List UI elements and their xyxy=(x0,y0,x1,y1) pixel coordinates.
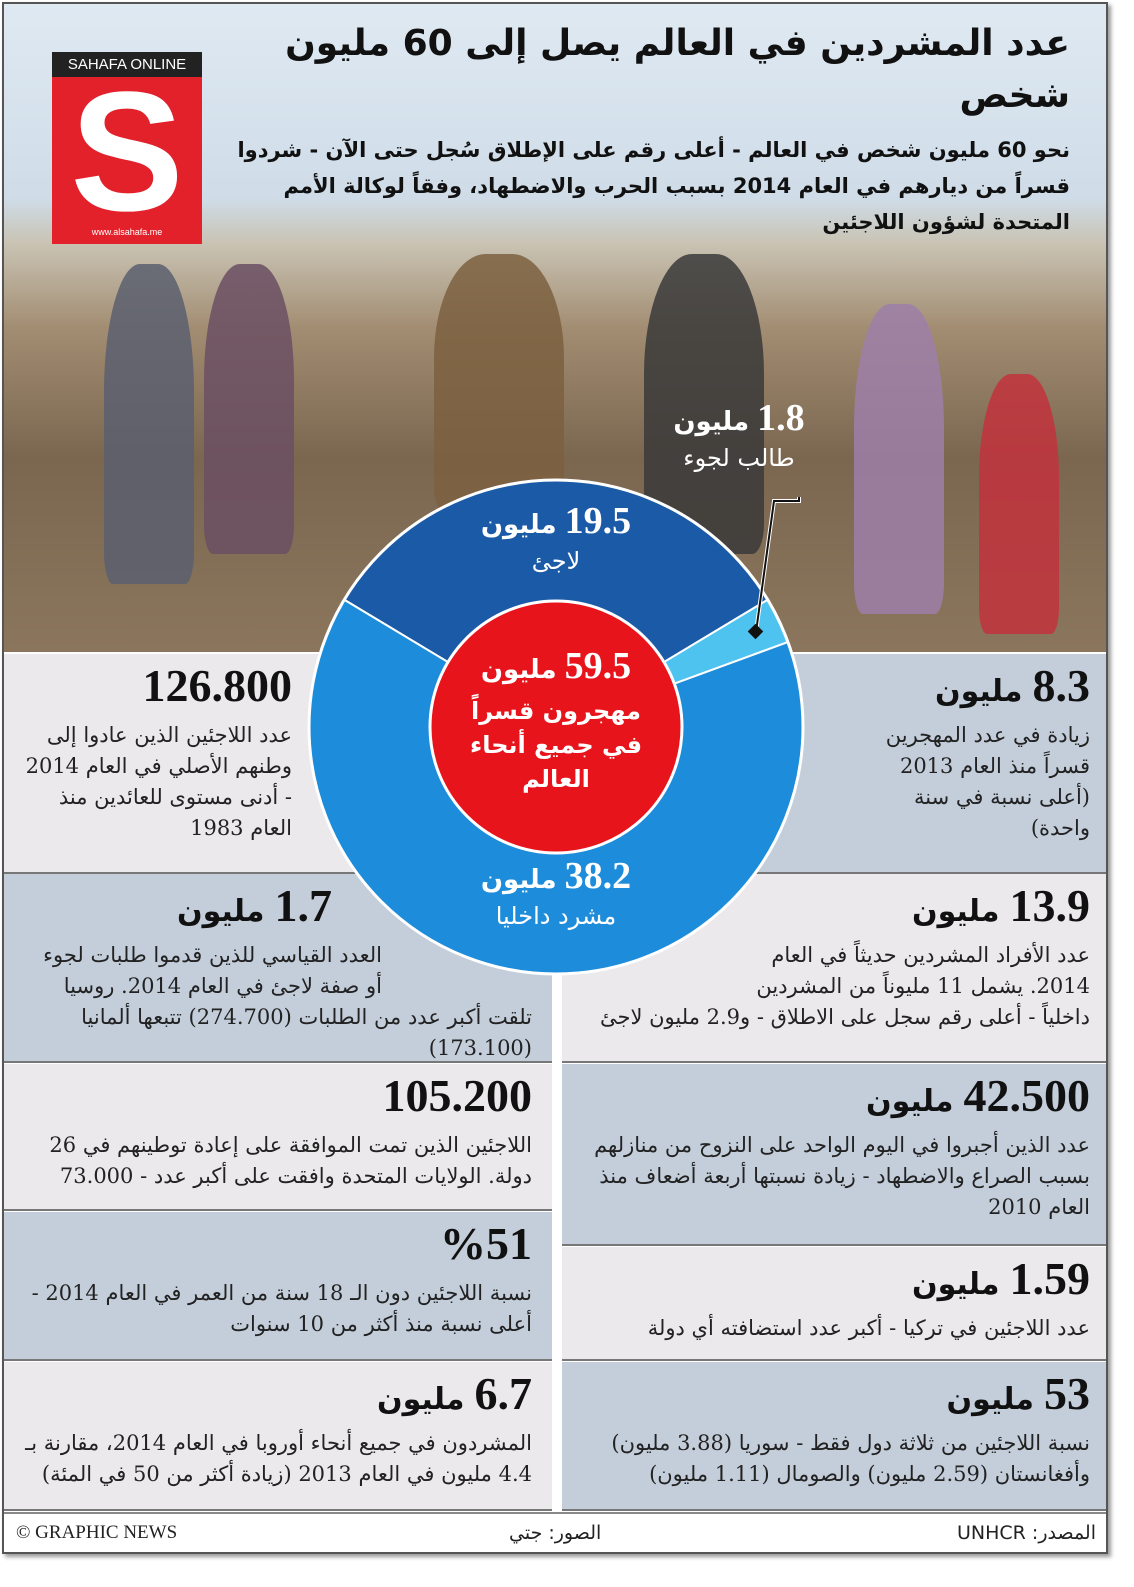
stat-description-text: عدد الذين أجبروا في اليوم الواحد على الن… xyxy=(594,1133,1090,1219)
divider xyxy=(4,1061,552,1063)
stat-value: 126.800 xyxy=(142,660,293,711)
source-credit: المصدر: UNHCR xyxy=(957,1522,1096,1544)
donut-clearance xyxy=(582,940,732,974)
total-name: مهجرون قسراً في جميع أنحاء العالم xyxy=(469,697,643,793)
stat-heading: 53 مليون xyxy=(582,1370,1090,1424)
divider xyxy=(4,1209,552,1211)
stat-description-text: عدد اللاجئين الذين عادوا إلى وطنهم الأصل… xyxy=(25,723,292,840)
stat-heading: %51 xyxy=(24,1220,532,1274)
idp-unit: مليون xyxy=(480,865,557,895)
stat-value: 53 xyxy=(1044,1368,1090,1419)
stat-heading: 42.500 مليون xyxy=(582,1072,1090,1126)
stat-description: عدد اللاجئين الذين عادوا إلى وطنهم الأصل… xyxy=(24,720,292,844)
stat-unit: مليون xyxy=(177,894,265,929)
stat-value: 42.500 xyxy=(963,1070,1091,1121)
divider xyxy=(562,1244,1106,1246)
stat-description: العدد القياسي للذين قدموا طلبات لجوء أو … xyxy=(24,940,532,1064)
donut-clearance xyxy=(382,940,532,974)
stat-heading: 13.9 مليون xyxy=(582,882,1090,936)
refugee-name: لاجئ xyxy=(531,547,581,575)
stat-card: 105.200 اللاجئين الذين تمت الموافقة على إ… xyxy=(4,1064,552,1209)
asylum-name: طالب لجوء xyxy=(683,444,795,472)
stat-heading: 8.3 مليون xyxy=(852,662,1090,716)
stat-value: %51 xyxy=(440,1218,532,1269)
stat-description-text: عدد الأفراد المشردين حديثاً في العام 201… xyxy=(600,943,1090,1029)
divider xyxy=(562,1061,1106,1063)
stat-description: نسبة اللاجئين من ثلاثة دول فقط - سوريا (… xyxy=(582,1428,1090,1490)
stat-description: زيادة في عدد المهجرين قسراً منذ العام 20… xyxy=(852,720,1090,844)
stat-unit: مليون xyxy=(946,1382,1034,1417)
stat-unit: مليون xyxy=(377,1382,465,1417)
copyright: © GRAPHIC NEWS xyxy=(16,1522,178,1543)
stat-description-text: زيادة في عدد المهجرين قسراً منذ العام 20… xyxy=(885,723,1090,840)
stat-card: 53 مليون نسبة اللاجئين من ثلاثة دول فقط - … xyxy=(562,1362,1106,1509)
refugee-value: 19.5 xyxy=(564,500,632,542)
stat-description-text: المشردون في جميع أنحاء أوروبا في العام 2… xyxy=(25,1431,532,1486)
stat-description-text: نسبة اللاجئين دون الـ 18 سنة من العمر في… xyxy=(31,1281,532,1336)
stat-unit: مليون xyxy=(935,674,1023,709)
stat-value: 6.7 xyxy=(474,1368,533,1419)
divider xyxy=(4,1359,552,1361)
divider xyxy=(562,1509,1106,1511)
stat-card: 1.59 مليون عدد اللاجئين في تركيا - أكبر عد… xyxy=(562,1247,1106,1359)
stat-unit: مليون xyxy=(912,1267,1000,1302)
total-label: 59.5مليون مهجرون قسراً في جميع أنحاء الع… xyxy=(446,644,666,796)
stat-description: عدد الأفراد المشردين حديثاً في العام 201… xyxy=(582,940,1090,1033)
divider xyxy=(562,1359,1106,1361)
stat-description: المشردون في جميع أنحاء أوروبا في العام 2… xyxy=(24,1428,532,1490)
stat-description: عدد اللاجئين في تركيا - أكبر عدد استضافت… xyxy=(582,1313,1090,1344)
footer: © GRAPHIC NEWS الصور: جتي المصدر: UNHCR xyxy=(4,1512,1106,1552)
refugee-unit: مليون xyxy=(480,510,557,540)
divider xyxy=(4,872,552,874)
infographic: عدد المشردين في العالم يصل إلى 60 مليون … xyxy=(2,2,1108,1554)
divider xyxy=(562,872,1106,874)
stat-heading: 1.59 مليون xyxy=(582,1255,1090,1309)
stat-value: 1.7 xyxy=(274,880,333,931)
sahafa-logo: SAHAFA ONLINE S www.alsahafa.me xyxy=(52,52,202,244)
stat-card: 42.500 مليون عدد الذين أجبروا في اليوم الو… xyxy=(562,1064,1106,1244)
stat-description: نسبة اللاجئين دون الـ 18 سنة من العمر في… xyxy=(24,1278,532,1340)
stat-card: %51 نسبة اللاجئين دون الـ 18 سنة من العمر… xyxy=(4,1212,552,1359)
stat-value: 105.200 xyxy=(382,1070,533,1121)
stat-unit: مليون xyxy=(866,1084,954,1119)
stat-description-text: نسبة اللاجئين من ثلاثة دول فقط - سوريا (… xyxy=(611,1431,1090,1486)
total-value: 59.5 xyxy=(564,645,632,687)
stat-description: اللاجئين الذين تمت الموافقة على إعادة تو… xyxy=(24,1130,532,1192)
stat-card: 126.800 عدد اللاجئين الذين عادوا إلى وطنه… xyxy=(4,654,552,872)
asylum-label: 1.8مليون طالب لجوء xyxy=(654,396,824,472)
idp-name: مشرد داخليا xyxy=(495,902,617,930)
stat-description-text: عدد اللاجئين في تركيا - أكبر عدد استضافت… xyxy=(647,1316,1090,1340)
stat-description: عدد الذين أجبروا في اليوم الواحد على الن… xyxy=(582,1130,1090,1223)
stat-card: 6.7 مليون المشردون في جميع أنحاء أوروبا في… xyxy=(4,1362,552,1509)
logo-url: www.alsahafa.me xyxy=(91,227,163,237)
idp-label: 38.2مليون مشرد داخليا xyxy=(456,854,656,930)
stat-value: 8.3 xyxy=(1032,660,1091,711)
stat-heading: 6.7 مليون xyxy=(24,1370,532,1424)
stat-unit: مليون xyxy=(912,894,1000,929)
idp-value: 38.2 xyxy=(564,855,632,897)
photo-credit: الصور: جتي xyxy=(509,1522,602,1544)
refugee-label: 19.5مليون لاجئ xyxy=(456,499,656,575)
stat-value: 1.59 xyxy=(1009,1253,1091,1304)
stat-description-text: اللاجئين الذين تمت الموافقة على إعادة تو… xyxy=(49,1133,532,1188)
subtitle: نحو 60 مليون شخص في العالم - أعلى رقم عل… xyxy=(237,138,1070,234)
asylum-unit: مليون xyxy=(673,407,750,437)
header: عدد المشردين في العالم يصل إلى 60 مليون … xyxy=(219,18,1070,240)
logo-brand: SAHAFA ONLINE xyxy=(52,52,202,77)
asylum-value: 1.8 xyxy=(757,397,805,439)
total-unit: مليون xyxy=(480,655,557,685)
stat-heading: 105.200 xyxy=(24,1070,533,1126)
stat-heading: 126.800 xyxy=(24,660,293,716)
page-title: عدد المشردين في العالم يصل إلى 60 مليون … xyxy=(285,23,1070,116)
divider xyxy=(4,1509,552,1511)
logo-letter: S xyxy=(70,57,184,247)
stat-value: 13.9 xyxy=(1009,880,1091,931)
